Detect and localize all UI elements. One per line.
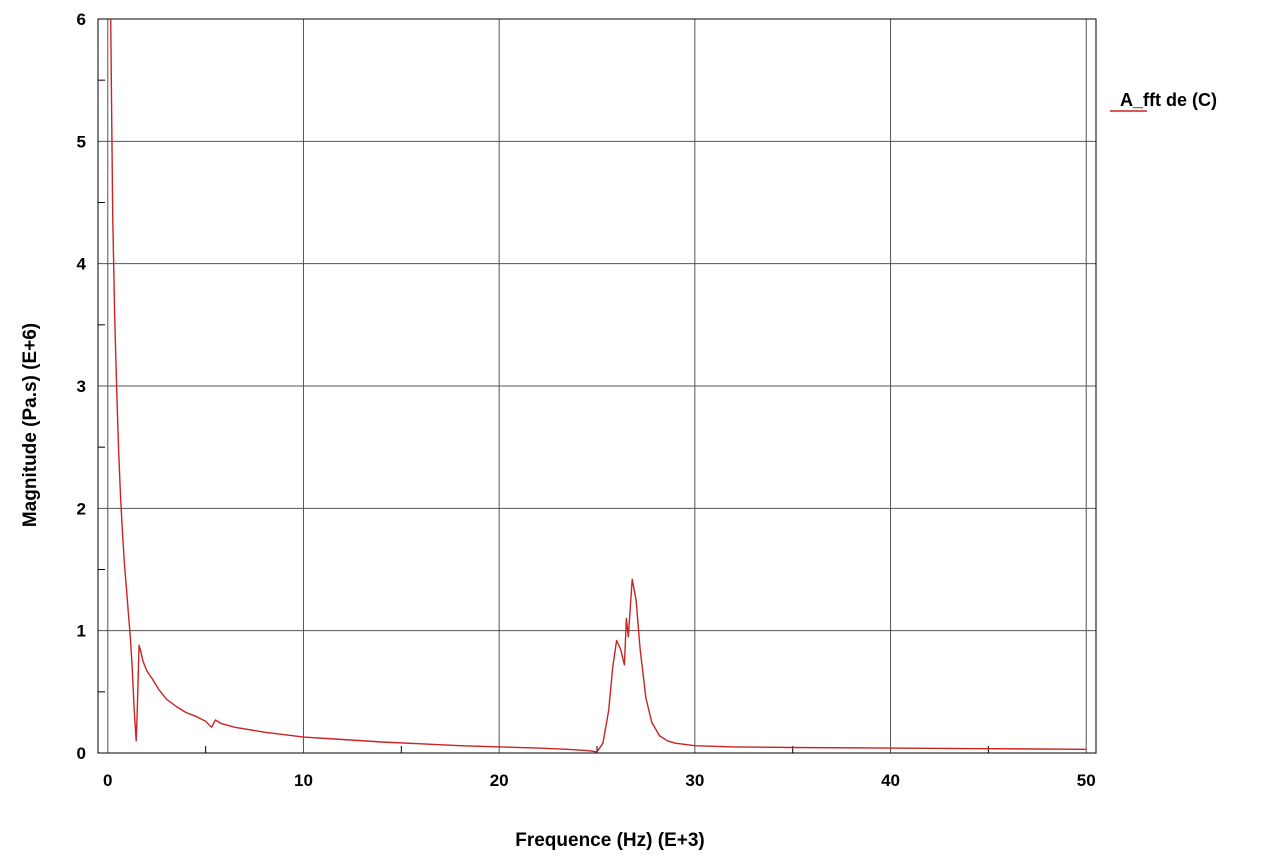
x-tick-label: 50: [1077, 771, 1096, 790]
y-tick-label: 3: [77, 377, 86, 396]
x-tick-label: 0: [103, 771, 112, 790]
y-tick-label: 5: [77, 132, 86, 151]
y-tick-label: 0: [77, 744, 86, 763]
x-tick-label: 30: [685, 771, 704, 790]
y-tick-labels: 0 1 2 3 4 5 6: [77, 10, 87, 763]
x-tick-labels: 0 10 20 30 40 50: [103, 771, 1096, 790]
y-axis-title: Magnitude (Pa.s) (E+6): [20, 323, 41, 527]
series-layer: [110, 18, 1087, 753]
x-tick-label: 10: [294, 771, 313, 790]
x-tick-label: 40: [881, 771, 900, 790]
legend-label: A_fft de (C): [1120, 90, 1217, 110]
x-axis-title: Frequence (Hz) (E+3): [515, 830, 705, 851]
y-tick-label: 4: [77, 255, 87, 274]
series-line: [110, 18, 1087, 753]
legend: A_fft de (C): [1110, 90, 1217, 112]
y-tick-label: 2: [77, 499, 86, 518]
y-tick-label: 6: [77, 10, 86, 29]
grid-lines: [98, 18, 1096, 754]
x-tick-label: 20: [490, 771, 509, 790]
minor-ticks: [98, 79, 989, 753]
y-tick-label: 1: [77, 622, 86, 641]
